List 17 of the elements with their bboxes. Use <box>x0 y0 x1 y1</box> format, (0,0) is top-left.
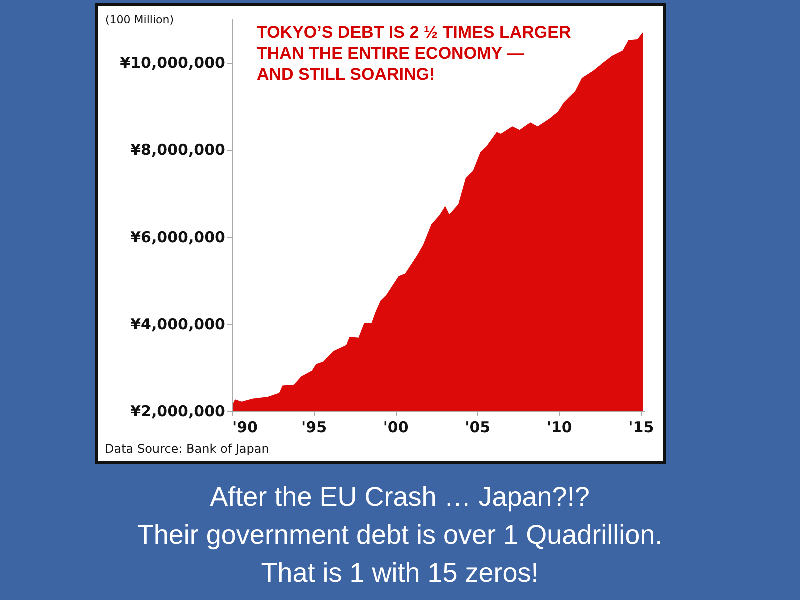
source-note: Data Source: Bank of Japan <box>105 442 270 456</box>
x-tick-label: '95 <box>302 418 328 436</box>
x-tick-label: '00 <box>383 418 409 436</box>
x-tick-label: '05 <box>465 418 491 436</box>
y-tick-label: ¥4,000,000 <box>130 315 226 334</box>
x-tick-label: '90 <box>232 418 258 436</box>
text: Their government debt is over 1 Quadrillion. <box>137 520 663 550</box>
x-tick-label: '15 <box>628 418 654 436</box>
y-tick-label: ¥8,000,000 <box>130 141 226 160</box>
y-axis-title: (100 Million) <box>106 14 174 26</box>
y-tick-label: ¥10,000,000 <box>120 54 226 72</box>
x-tick-label: '10 <box>546 418 572 436</box>
y-tick-label: ¥2,000,000 <box>130 402 226 420</box>
annotation: TOKYO’S DEBT IS 2 ½ TIMES LARGER THAN THE ENTIRE ECONOMY — AND STILL SOARING! <box>257 23 572 84</box>
text: After the EU Crash … Japan?!? <box>210 482 590 512</box>
y-tick-label: ¥6,000,000 <box>130 228 226 246</box>
text: That is 1 with 15 zeros! <box>261 558 539 588</box>
